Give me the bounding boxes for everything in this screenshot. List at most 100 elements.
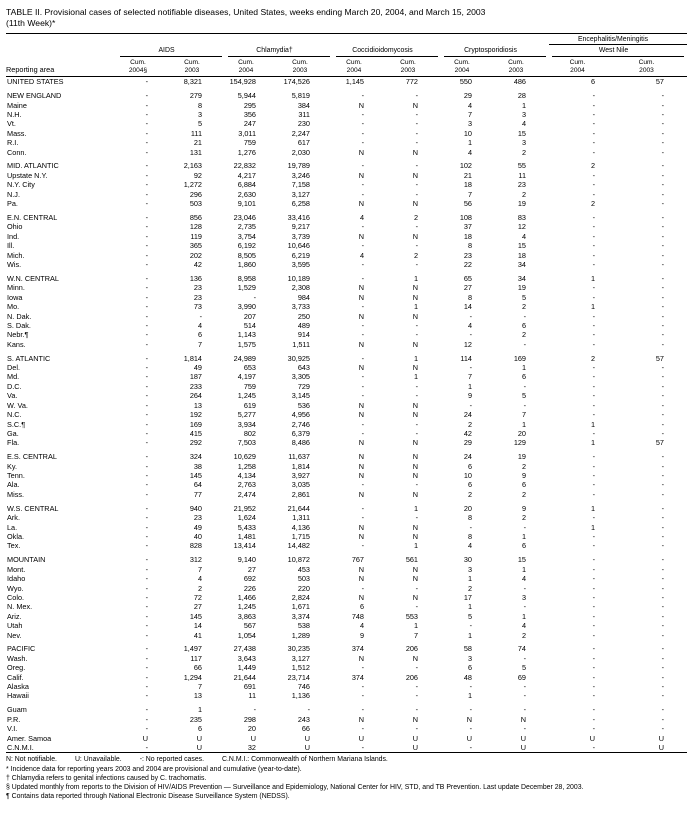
- value-cell: 7: [467, 372, 472, 382]
- value-cell: -: [145, 672, 148, 682]
- value-cell: 22: [463, 260, 472, 269]
- group-coccidioidomycosis-label: Coccidioidomycosis: [336, 46, 438, 57]
- value-cell: N: [358, 592, 364, 602]
- value-cell: -: [361, 273, 364, 283]
- value-cell: 20: [517, 428, 526, 438]
- reporting-area-cell: Ind.: [7, 231, 20, 241]
- value-cell: -: [592, 564, 595, 574]
- value-cell: -: [415, 602, 418, 612]
- value-cell: -: [592, 363, 595, 373]
- value-cell: -: [361, 241, 364, 251]
- value-cell: 374: [351, 644, 364, 654]
- col-coccidioidomycosis-cum-2004: Cum. 2004: [333, 57, 387, 78]
- value-cell: -: [661, 283, 664, 293]
- value-cell: N: [358, 231, 364, 241]
- value-cell: -: [145, 438, 148, 448]
- value-cell: -: [592, 541, 595, 551]
- value-cell: U: [304, 733, 310, 743]
- value-cell: N: [358, 489, 364, 499]
- value-cell: -: [592, 583, 595, 593]
- value-cell: 14,482: [287, 541, 310, 551]
- value-cell: -: [361, 724, 364, 734]
- value-cell: 207: [243, 311, 256, 321]
- value-cell: 3,927: [291, 471, 310, 481]
- value-cell: N: [412, 471, 418, 481]
- value-cell: -: [661, 180, 664, 190]
- value-cell: -: [592, 119, 595, 129]
- group-cryptosporidiosis-label: Cryptosporidiosis: [444, 46, 546, 57]
- value-cell: N: [412, 653, 418, 663]
- value-cell: -: [415, 583, 418, 593]
- value-cell: U: [142, 733, 148, 743]
- value-cell: -: [145, 541, 148, 551]
- value-cell: -: [592, 400, 595, 410]
- value-cell: -: [592, 574, 595, 584]
- value-cell: 243: [297, 714, 310, 724]
- value-cell: -: [661, 513, 664, 523]
- value-cell: -: [661, 672, 664, 682]
- value-cell: -: [469, 363, 472, 373]
- value-cell: 14: [193, 621, 202, 631]
- value-cell: 15: [517, 241, 526, 251]
- reporting-area-cell: S.C.¶: [7, 419, 26, 429]
- value-cell: -: [523, 691, 526, 701]
- value-cell: 503: [297, 574, 310, 584]
- value-cell: 33,416: [287, 212, 310, 222]
- reporting-area-cell: N.C.: [7, 410, 22, 420]
- value-cell: 27: [463, 283, 472, 293]
- value-cell: -: [592, 663, 595, 673]
- value-cell: -: [361, 320, 364, 330]
- value-cell: 4,136: [291, 522, 310, 532]
- value-cell: 6,884: [237, 180, 256, 190]
- value-cell: 111: [190, 128, 202, 138]
- reporting-area-cell: R.I.: [7, 138, 19, 148]
- value-cell: 48: [463, 672, 472, 682]
- value-cell: -: [145, 428, 148, 438]
- value-cell: 1,245: [237, 602, 256, 612]
- value-cell: 10,872: [287, 555, 310, 565]
- value-cell: 20: [247, 724, 256, 734]
- table-row: N.J. - 296 2,630 3,127 - - 7 2 - -: [6, 190, 687, 199]
- value-cell: -: [361, 513, 364, 523]
- value-cell: N: [358, 147, 364, 157]
- value-cell: 9,140: [237, 555, 256, 565]
- value-cell: -: [592, 283, 595, 293]
- value-cell: -: [361, 260, 364, 269]
- group-chlamydia-label: Chlamydia†: [228, 46, 330, 57]
- value-cell: U: [196, 743, 202, 752]
- value-cell: 5: [521, 663, 526, 673]
- table-row: Ark. - 23 1,624 1,311 - - 8 2 - -: [6, 513, 687, 522]
- value-cell: 40: [193, 531, 202, 541]
- value-cell: -: [199, 311, 202, 321]
- value-cell: -: [661, 724, 664, 734]
- value-cell: 356: [243, 109, 256, 119]
- reporting-area-cell: Tenn.: [7, 471, 25, 481]
- value-cell: 1: [413, 302, 418, 312]
- value-cell: 279: [189, 91, 202, 101]
- value-cell: 192: [189, 410, 202, 420]
- value-cell: 18: [517, 250, 526, 260]
- value-cell: -: [592, 410, 595, 420]
- value-cell: 57: [655, 438, 664, 448]
- value-cell: 6: [521, 541, 526, 551]
- value-cell: -: [592, 260, 595, 269]
- value-cell: 15: [517, 555, 526, 565]
- value-cell: 489: [297, 320, 310, 330]
- value-cell: -: [592, 531, 595, 541]
- value-cell: 264: [189, 391, 202, 401]
- value-cell: -: [145, 363, 148, 373]
- value-cell: 2,030: [291, 147, 310, 157]
- legend-unavailable: U: Unavailable.: [74, 756, 122, 764]
- value-cell: 10,189: [287, 273, 310, 283]
- footnote-pilcrow: ¶ Contains data reported through Nationa…: [6, 792, 290, 800]
- value-cell: -: [592, 241, 595, 251]
- table-body: UNITED STATES -8,321 154,928 174,526 1,145 77…: [6, 77, 687, 753]
- value-cell: 8,321: [183, 77, 202, 87]
- value-cell: N: [412, 311, 418, 321]
- value-cell: -: [469, 724, 472, 734]
- value-cell: -: [361, 91, 364, 101]
- value-cell: -: [415, 128, 418, 138]
- value-cell: -: [661, 471, 664, 481]
- table-row: UNITED STATES - 8,321 154,928 174,526 1,145 77…: [6, 77, 687, 87]
- value-cell: 108: [459, 212, 472, 222]
